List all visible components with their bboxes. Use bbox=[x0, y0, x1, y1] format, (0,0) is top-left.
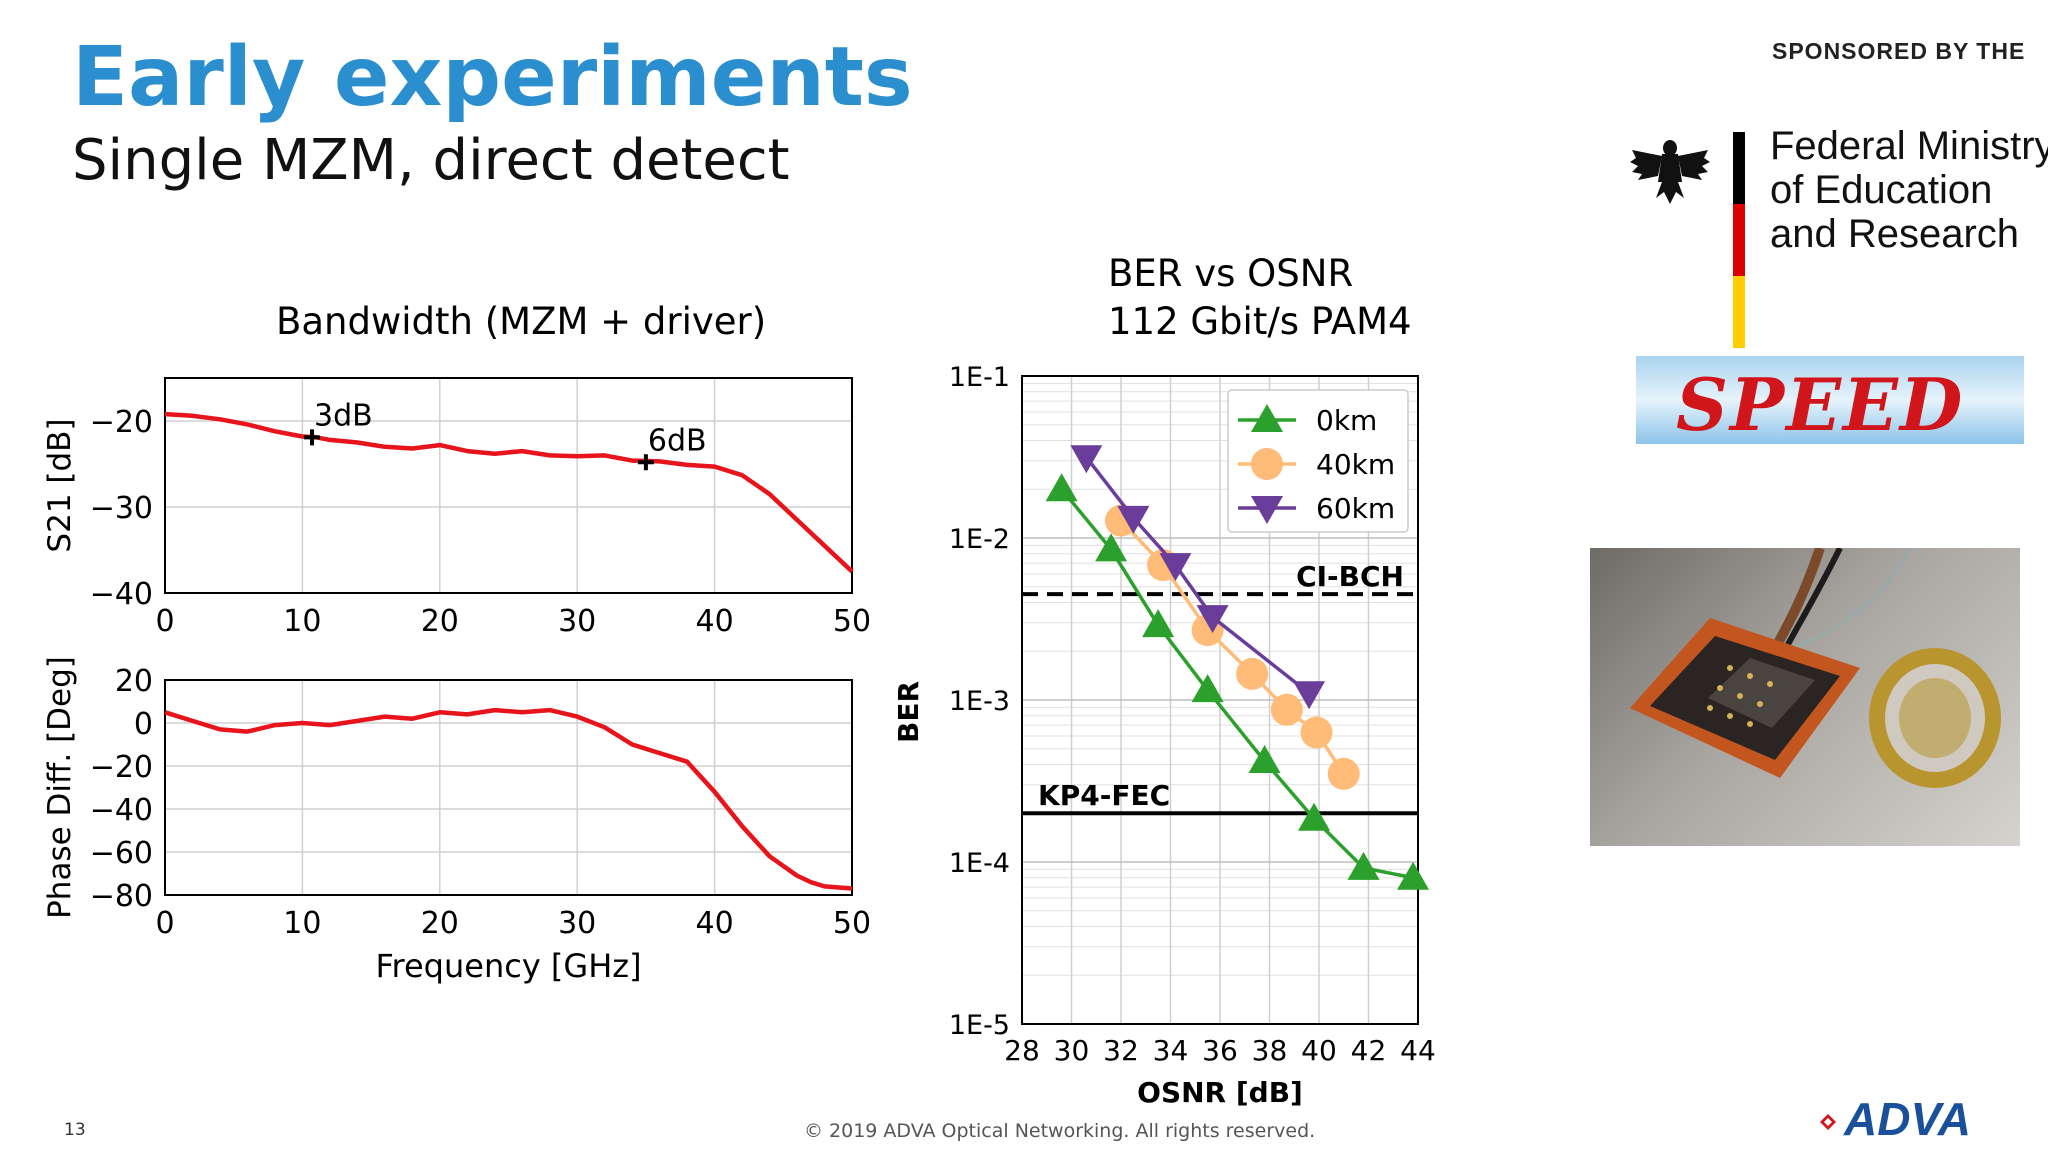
data-point bbox=[1191, 674, 1224, 703]
speed-project-logo: SPEED bbox=[1636, 356, 2024, 444]
data-point bbox=[1270, 693, 1303, 726]
german-flag-bar bbox=[1733, 132, 1745, 348]
ministry-name-line-2: of Education bbox=[1770, 168, 1993, 212]
data-point bbox=[1095, 533, 1128, 562]
speed-logo-text: SPEED bbox=[1676, 362, 1965, 444]
flag-gold-stripe bbox=[1733, 276, 1745, 348]
legend-label: 40km bbox=[1316, 448, 1395, 481]
y-tick-label: 1E-1 bbox=[949, 362, 1010, 393]
x-tick-label: 34 bbox=[1153, 1034, 1189, 1067]
threshold-label-kp4-fec: KP4-FEC bbox=[1038, 779, 1170, 812]
x-tick-label: 20 bbox=[421, 906, 459, 941]
threshold-label-ci-bch: CI-BCH bbox=[1296, 560, 1404, 593]
annotation-marker bbox=[637, 454, 654, 471]
x-tick-label: 38 bbox=[1252, 1034, 1288, 1067]
data-point bbox=[1251, 404, 1283, 432]
y-tick-label: −20 bbox=[90, 750, 153, 785]
data-point bbox=[1196, 605, 1229, 634]
y-tick-label: 0 bbox=[134, 707, 153, 742]
bandwidth-phase-charts: 0 10 20 30 40 50 −20 −30 −40 3dB 6dB S21 [dB] 0 10 20 3… bbox=[42, 377, 871, 985]
ministry-name-line-3: and Research bbox=[1770, 212, 2020, 256]
data-point bbox=[1142, 609, 1175, 638]
y-tick-label: 1E-3 bbox=[949, 686, 1010, 717]
y-tick-label: −20 bbox=[90, 405, 153, 440]
data-point bbox=[1251, 448, 1283, 480]
data-point bbox=[1347, 851, 1380, 880]
y-tick-label: 1E-2 bbox=[949, 524, 1010, 555]
x-tick-label: 0 bbox=[155, 604, 174, 639]
y-tick-label: −40 bbox=[90, 793, 153, 828]
flag-red-stripe bbox=[1733, 204, 1745, 276]
data-point bbox=[1236, 657, 1269, 690]
module-photo bbox=[1590, 548, 2020, 846]
data-point bbox=[1045, 473, 1078, 502]
data-point bbox=[1117, 505, 1150, 534]
slide-subtitle: Single MZM, direct detect bbox=[72, 128, 790, 193]
footer-copyright: © 2019 ADVA Optical Networking. All righ… bbox=[804, 1120, 1316, 1142]
x-tick-label: 40 bbox=[696, 906, 734, 941]
x-tick-label: 50 bbox=[833, 604, 871, 639]
x-tick-label: 30 bbox=[558, 906, 596, 941]
data-point bbox=[1293, 681, 1326, 710]
legend-label: 60km bbox=[1316, 492, 1395, 525]
ber-vs-osnr-chart: 28 30 32 34 36 38 40 42 44 1E-1 1E-2 1E-3 1E-4 1E-5 CI… bbox=[892, 362, 1436, 1109]
y-tick-label: 20 bbox=[115, 664, 153, 699]
x-tick-label: 44 bbox=[1400, 1034, 1436, 1067]
x-tick-label: 10 bbox=[283, 906, 321, 941]
x-tick-label: 42 bbox=[1351, 1034, 1387, 1067]
annotation-label: 6dB bbox=[648, 423, 707, 458]
adva-logo: ADVA bbox=[1844, 1093, 1971, 1145]
data-point bbox=[1327, 757, 1360, 790]
x-tick-label: 30 bbox=[1054, 1034, 1090, 1067]
data-line bbox=[164, 411, 854, 574]
x-tick-label: 10 bbox=[283, 604, 321, 639]
x-tick-label: 36 bbox=[1202, 1034, 1238, 1067]
data-point bbox=[1298, 802, 1331, 831]
x-tick-label: 0 bbox=[155, 906, 174, 941]
y-tick-label: −60 bbox=[90, 836, 153, 871]
y-axis-label: S21 [dB] bbox=[42, 418, 78, 552]
data-point bbox=[1248, 745, 1281, 774]
y-axis-label: Phase Diff. [Deg] bbox=[42, 656, 78, 919]
y-tick-label: −80 bbox=[90, 879, 153, 914]
x-tick-label: 20 bbox=[421, 604, 459, 639]
bandwidth-chart-title: Bandwidth (MZM + driver) bbox=[276, 300, 767, 343]
plot-frame bbox=[1021, 375, 1419, 1025]
y-tick-label: 1E-4 bbox=[949, 848, 1010, 879]
ber-chart-subtitle: 112 Gbit/s PAM4 bbox=[1108, 300, 1412, 343]
plot-frame bbox=[164, 679, 853, 896]
y-tick-label: −40 bbox=[90, 577, 153, 612]
sponsor-label: SPONSORED BY THE bbox=[1772, 38, 2026, 64]
y-tick-label: 1E-5 bbox=[949, 1010, 1010, 1041]
x-tick-label: 40 bbox=[1301, 1034, 1337, 1067]
x-axis-label: OSNR [dB] bbox=[1137, 1076, 1303, 1109]
x-axis-label: Frequency [GHz] bbox=[375, 947, 641, 985]
data-line bbox=[164, 707, 853, 891]
annotation-marker bbox=[304, 429, 321, 446]
data-point bbox=[1300, 716, 1333, 749]
y-axis-label: BER bbox=[892, 681, 925, 743]
page-number: 13 bbox=[64, 1120, 86, 1140]
x-tick-label: 50 bbox=[833, 906, 871, 941]
ministry-name-line-1: Federal Ministry bbox=[1770, 124, 2048, 168]
x-tick-label: 32 bbox=[1103, 1034, 1139, 1067]
slide-title: Early experiments bbox=[72, 30, 913, 125]
annotation-label: 3dB bbox=[314, 398, 373, 433]
data-point bbox=[1251, 496, 1283, 524]
y-tick-label: −30 bbox=[90, 491, 153, 526]
flag-black-stripe bbox=[1733, 132, 1745, 204]
data-point bbox=[1159, 553, 1192, 582]
x-tick-label: 40 bbox=[696, 604, 734, 639]
series-line-0km bbox=[1060, 488, 1414, 880]
data-point bbox=[1070, 445, 1103, 474]
federal-eagle-icon bbox=[1630, 140, 1710, 204]
adva-logo-mark-icon bbox=[1820, 1114, 1836, 1130]
x-tick-label: 30 bbox=[558, 604, 596, 639]
plot-frame bbox=[164, 377, 853, 594]
ber-chart-title: BER vs OSNR bbox=[1108, 252, 1354, 295]
data-point bbox=[1397, 861, 1430, 890]
x-tick-label: 28 bbox=[1004, 1034, 1040, 1067]
legend-label: 0km bbox=[1316, 404, 1377, 437]
